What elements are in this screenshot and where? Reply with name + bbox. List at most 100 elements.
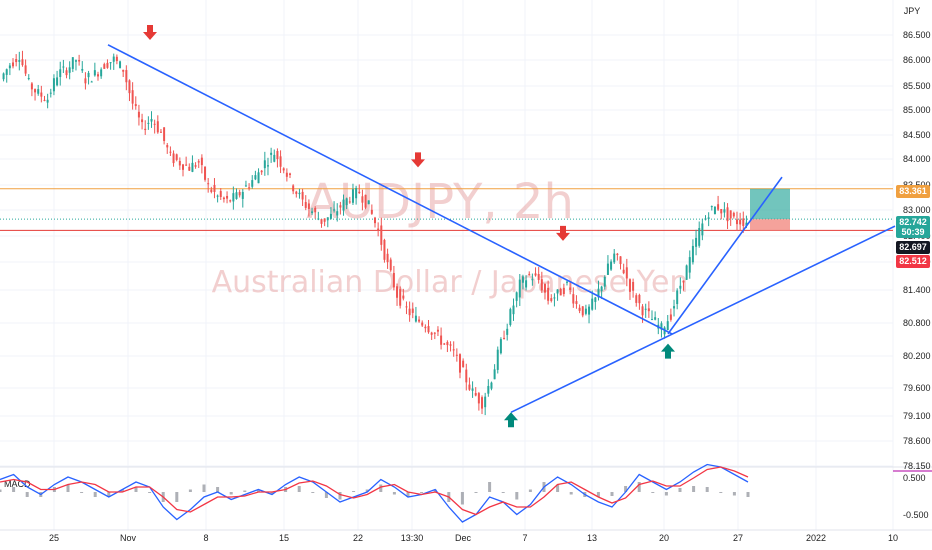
candle-body: [506, 328, 509, 335]
macd-histogram-bar: [596, 492, 600, 497]
candle-body: [194, 165, 197, 167]
candle-body: [701, 223, 704, 236]
candle-body: [600, 286, 603, 292]
candle-body: [144, 128, 147, 131]
candle-body: [471, 388, 474, 391]
candle-body: [333, 209, 336, 211]
price-tag-label: 82.512: [899, 256, 927, 266]
candle-body: [399, 289, 402, 306]
macd-histogram-bar: [66, 484, 70, 492]
candle-body: [367, 200, 370, 205]
candle-body: [481, 397, 484, 409]
candle-body: [411, 308, 414, 313]
candle-body: [468, 384, 471, 390]
candle-body: [625, 267, 628, 279]
currency-corner-label[interactable]: JPY: [904, 6, 921, 16]
candle-body: [276, 151, 279, 160]
candle-body: [710, 206, 713, 208]
time-tick-label: 7: [522, 533, 527, 543]
up-arrow-marker: [661, 343, 675, 359]
macd-histogram-bar: [610, 492, 614, 496]
candle-body: [396, 286, 399, 298]
long-position-tool[interactable]: [750, 188, 790, 231]
candle-body: [279, 156, 282, 167]
candle-body: [742, 218, 745, 226]
time-axis[interactable]: 25 Nov 8 15 22 13:30 Dec 7 13 20 27 2022 10: [0, 529, 932, 543]
time-tick-label: 8: [203, 533, 208, 543]
candle-body: [424, 326, 427, 329]
candle-body: [329, 213, 332, 219]
candle-body: [169, 151, 172, 153]
time-tick-label: 13: [587, 533, 597, 543]
candle-body: [534, 273, 537, 276]
candle-body: [106, 62, 109, 68]
macd-histogram-bar: [488, 482, 492, 492]
candle-body: [285, 172, 288, 177]
macd-histogram-bar: [460, 492, 464, 505]
candle-body: [389, 259, 392, 271]
price-tag: [896, 241, 930, 254]
macd-histogram-bar: [692, 486, 696, 492]
candle-body: [525, 280, 528, 288]
macd-histogram-bar: [120, 489, 124, 492]
trendline-downtrend: [107, 44, 673, 335]
macd-histogram-bar: [569, 492, 573, 495]
candle-body: [21, 59, 24, 66]
macd-tick-label: -0.500: [903, 510, 929, 520]
time-tick-label: 13:30: [401, 533, 424, 543]
macd-histogram-bar: [148, 492, 152, 493]
candle-body: [159, 131, 162, 133]
macd-histogram-bar: [379, 484, 383, 492]
candle-body: [641, 306, 644, 316]
candle-body: [222, 197, 225, 200]
macd-histogram-bar: [392, 492, 396, 495]
price-tick-label: 86.000: [903, 55, 931, 65]
candle-body: [496, 349, 499, 370]
candle-body: [235, 192, 238, 199]
macd-histogram-bar: [93, 492, 97, 497]
chart-grid: [0, 0, 894, 530]
macd-histogram-bar: [433, 489, 437, 492]
candle-body: [374, 217, 376, 224]
macd-tick-label: 0.500: [903, 473, 926, 483]
candle-body: [156, 121, 159, 133]
candle-body: [122, 69, 125, 72]
candle-body: [632, 281, 635, 291]
price-tag-countdown: 50:39: [901, 227, 924, 237]
candle-body: [562, 287, 565, 294]
candle-body: [537, 273, 540, 280]
position-stop-zone: [750, 219, 790, 231]
candle-body: [619, 256, 622, 265]
macd-histogram-bar: [406, 492, 410, 497]
trendlines[interactable]: [107, 44, 896, 414]
candle-body: [207, 183, 210, 185]
candle-body: [65, 70, 68, 76]
candle-body: [550, 298, 553, 301]
candle-body: [446, 342, 449, 346]
candle-body: [433, 332, 436, 334]
candle-body: [109, 62, 112, 64]
macd-histogram-bar: [637, 482, 641, 492]
macd-histogram-bar: [528, 489, 532, 492]
macd-line: [0, 463, 749, 523]
candle-body: [59, 69, 62, 78]
candle-body: [78, 60, 81, 62]
macd-histogram-bar: [651, 492, 655, 493]
candle-body: [46, 99, 49, 103]
candle-body: [188, 166, 191, 171]
candle-body: [717, 204, 720, 210]
candle-body: [68, 67, 71, 73]
macd-histogram-bar: [0, 489, 2, 492]
candle-body: [414, 315, 417, 322]
candle-body: [266, 165, 269, 167]
candle-body: [440, 335, 443, 345]
macd-histogram-bar: [732, 492, 736, 496]
candle-body: [720, 209, 723, 214]
candle-body: [134, 104, 137, 107]
candle-body: [402, 295, 405, 299]
candle-body: [474, 393, 477, 396]
macd-histogram-bar: [256, 489, 260, 492]
candle-body: [241, 191, 244, 199]
